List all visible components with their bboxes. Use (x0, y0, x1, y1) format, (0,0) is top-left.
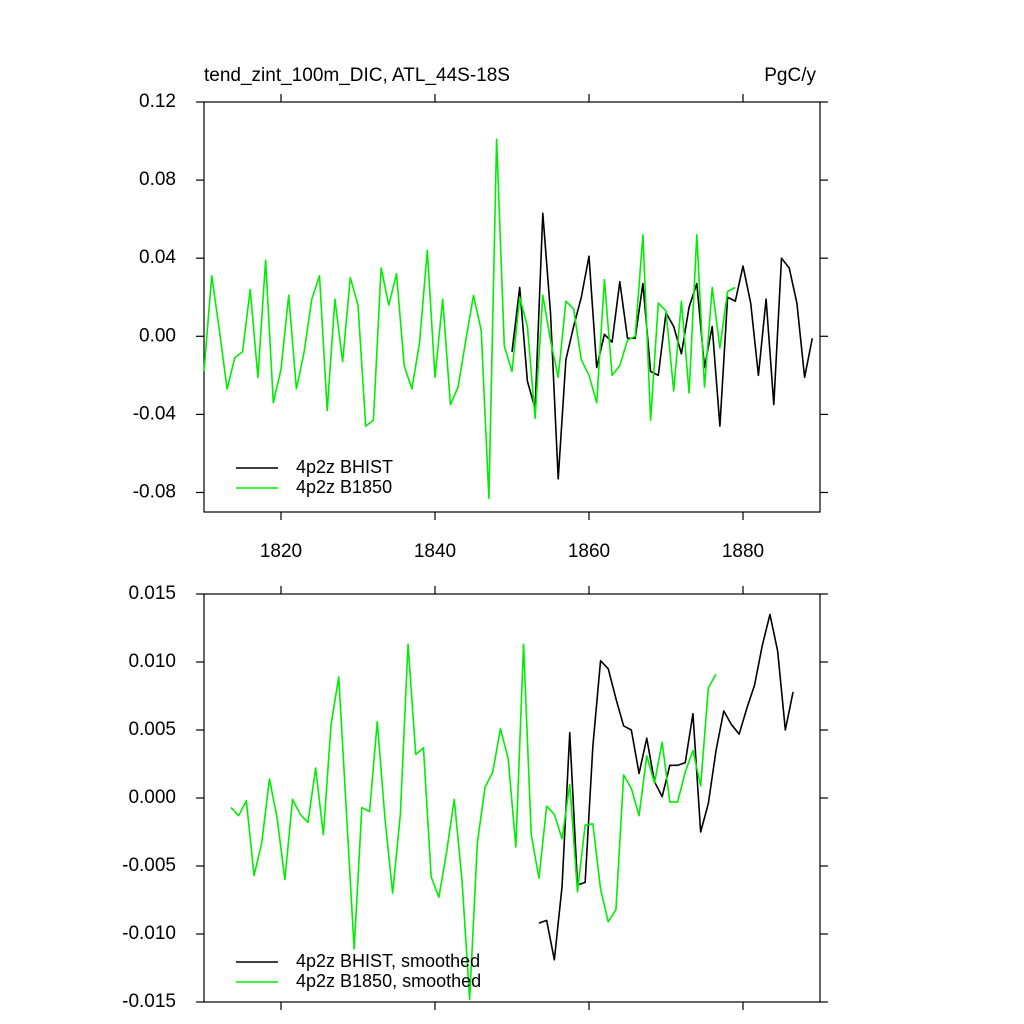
legend-label: 4p2z BHIST, smoothed (296, 951, 480, 971)
y-tick-label: 0.08 (139, 169, 176, 190)
legend-label: 4p2z BHIST (296, 457, 393, 477)
units-label: PgC/y (764, 65, 816, 86)
y-tick-label: -0.015 (122, 991, 176, 1012)
y-tick-label: 0.00 (139, 325, 176, 346)
y-tick-label: -0.08 (133, 481, 176, 502)
y-tick-label: 0.005 (128, 719, 176, 740)
y-tick-label: 0.12 (139, 91, 176, 112)
data-line (203, 138, 736, 500)
legend-label: 4p2z B1850 (296, 477, 392, 497)
data-line (538, 613, 794, 961)
y-tick-label: -0.04 (133, 403, 177, 424)
y-tick-label: 0.010 (128, 651, 176, 672)
data-line (511, 212, 814, 480)
y-tick-label: 0.015 (128, 583, 176, 604)
x-tick-label: 1860 (568, 541, 610, 562)
data-line (230, 643, 717, 1001)
legend-label: 4p2z B1850, smoothed (296, 971, 481, 991)
chart-title: tend_zint_100m_DIC, ATL_44S-18S (204, 65, 510, 86)
plot-frame (203, 101, 821, 513)
y-tick-label: -0.005 (122, 855, 176, 876)
x-tick-label: 1880 (722, 541, 764, 562)
x-tick-label: 1840 (414, 541, 456, 562)
x-tick-label: 1820 (260, 541, 302, 562)
y-tick-label: 0.000 (128, 787, 176, 808)
y-tick-label: -0.010 (122, 923, 176, 944)
y-tick-label: 0.04 (139, 247, 176, 268)
